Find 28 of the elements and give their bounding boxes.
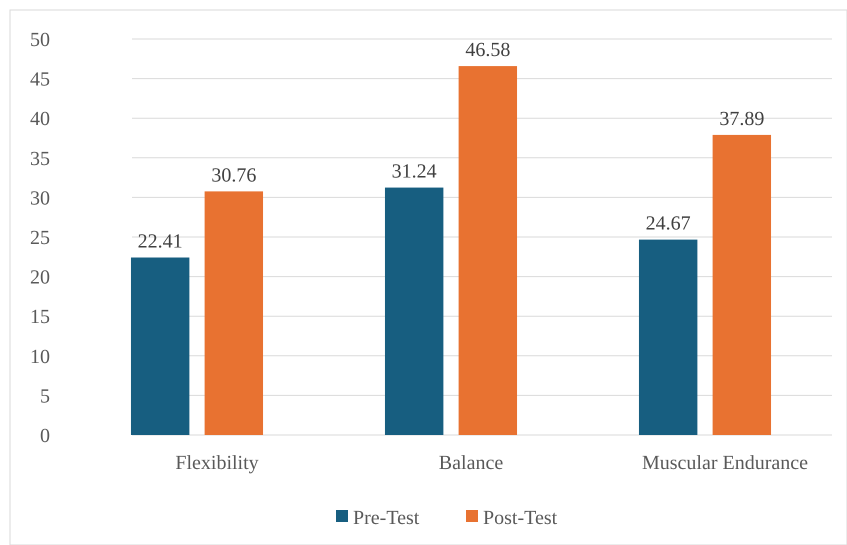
bar	[204, 191, 264, 435]
y-tick-label: 25	[30, 227, 50, 249]
x-tick-label: Muscular Endurance	[642, 452, 808, 474]
bar	[638, 240, 698, 435]
bar	[458, 66, 518, 435]
bar	[384, 188, 444, 435]
y-tick-label: 40	[30, 108, 50, 130]
data-label: 24.67	[646, 212, 691, 235]
data-label: 31.24	[392, 160, 437, 183]
x-tick-label: Flexibility	[175, 452, 259, 474]
y-tick-label: 5	[40, 385, 50, 408]
y-tick-label: 15	[30, 306, 50, 328]
y-tick-label: 20	[30, 266, 50, 289]
data-label: 46.58	[465, 39, 510, 62]
data-label: 30.76	[211, 164, 256, 186]
bar	[712, 134, 772, 435]
y-tick-label: 10	[30, 346, 50, 368]
y-tick-label: 30	[30, 187, 50, 210]
data-label: 22.41	[138, 230, 183, 253]
y-tick-label: 0	[40, 425, 50, 447]
x-tick-label: Balance	[438, 452, 504, 474]
data-label: 37.89	[719, 108, 764, 130]
bar	[130, 258, 190, 435]
y-tick-label: 45	[30, 68, 50, 91]
legend-label: Post-Test	[483, 507, 558, 529]
legend-label: Pre-Test	[353, 507, 420, 529]
y-tick-label: 50	[30, 29, 50, 51]
y-tick-label: 35	[30, 148, 50, 170]
